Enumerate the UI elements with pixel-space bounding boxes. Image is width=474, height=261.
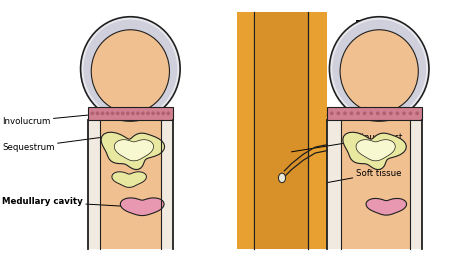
Circle shape: [343, 111, 347, 115]
Circle shape: [96, 111, 100, 115]
Circle shape: [100, 111, 104, 115]
Ellipse shape: [278, 173, 285, 183]
Circle shape: [151, 111, 155, 115]
Polygon shape: [366, 198, 407, 215]
Text: Soft tissue: Soft tissue: [327, 169, 401, 183]
Circle shape: [111, 111, 115, 115]
Ellipse shape: [329, 17, 429, 121]
Polygon shape: [114, 140, 154, 161]
Text: C: C: [126, 19, 135, 32]
Text: Sinus tract: Sinus tract: [292, 133, 402, 152]
Text: Sequestrum: Sequestrum: [2, 138, 100, 152]
Bar: [88, 120, 173, 249]
Text: Skin: Skin: [327, 102, 379, 115]
Bar: [100, 120, 161, 249]
Circle shape: [146, 111, 150, 115]
Circle shape: [415, 111, 419, 115]
Ellipse shape: [340, 30, 418, 113]
Bar: [237, 12, 327, 249]
Circle shape: [350, 111, 354, 115]
Ellipse shape: [332, 20, 426, 118]
Circle shape: [166, 111, 170, 115]
Circle shape: [156, 111, 160, 115]
Circle shape: [389, 111, 393, 115]
Circle shape: [106, 111, 109, 115]
Circle shape: [136, 111, 140, 115]
Polygon shape: [112, 172, 146, 187]
Bar: [256, 12, 308, 249]
Circle shape: [161, 111, 165, 115]
Bar: [88, 107, 173, 120]
Circle shape: [402, 111, 406, 115]
Polygon shape: [120, 198, 164, 216]
Circle shape: [383, 111, 386, 115]
Ellipse shape: [81, 17, 180, 121]
Circle shape: [363, 111, 366, 115]
Text: Medullary cavity: Medullary cavity: [2, 197, 126, 206]
Circle shape: [330, 111, 334, 115]
Circle shape: [369, 111, 373, 115]
Circle shape: [395, 111, 399, 115]
Circle shape: [337, 111, 340, 115]
Text: Involucrum: Involucrum: [2, 115, 88, 126]
Ellipse shape: [91, 30, 170, 113]
Bar: [341, 120, 410, 249]
Circle shape: [131, 111, 135, 115]
Circle shape: [376, 111, 380, 115]
Circle shape: [121, 111, 125, 115]
Polygon shape: [356, 140, 395, 161]
Circle shape: [409, 111, 412, 115]
Bar: [327, 107, 422, 120]
Circle shape: [356, 111, 360, 115]
Circle shape: [116, 111, 119, 115]
Text: D: D: [355, 19, 365, 32]
Polygon shape: [343, 132, 406, 170]
Circle shape: [126, 111, 130, 115]
Ellipse shape: [83, 20, 177, 118]
Circle shape: [91, 111, 94, 115]
Bar: [327, 120, 422, 249]
Polygon shape: [101, 132, 164, 170]
Circle shape: [141, 111, 145, 115]
